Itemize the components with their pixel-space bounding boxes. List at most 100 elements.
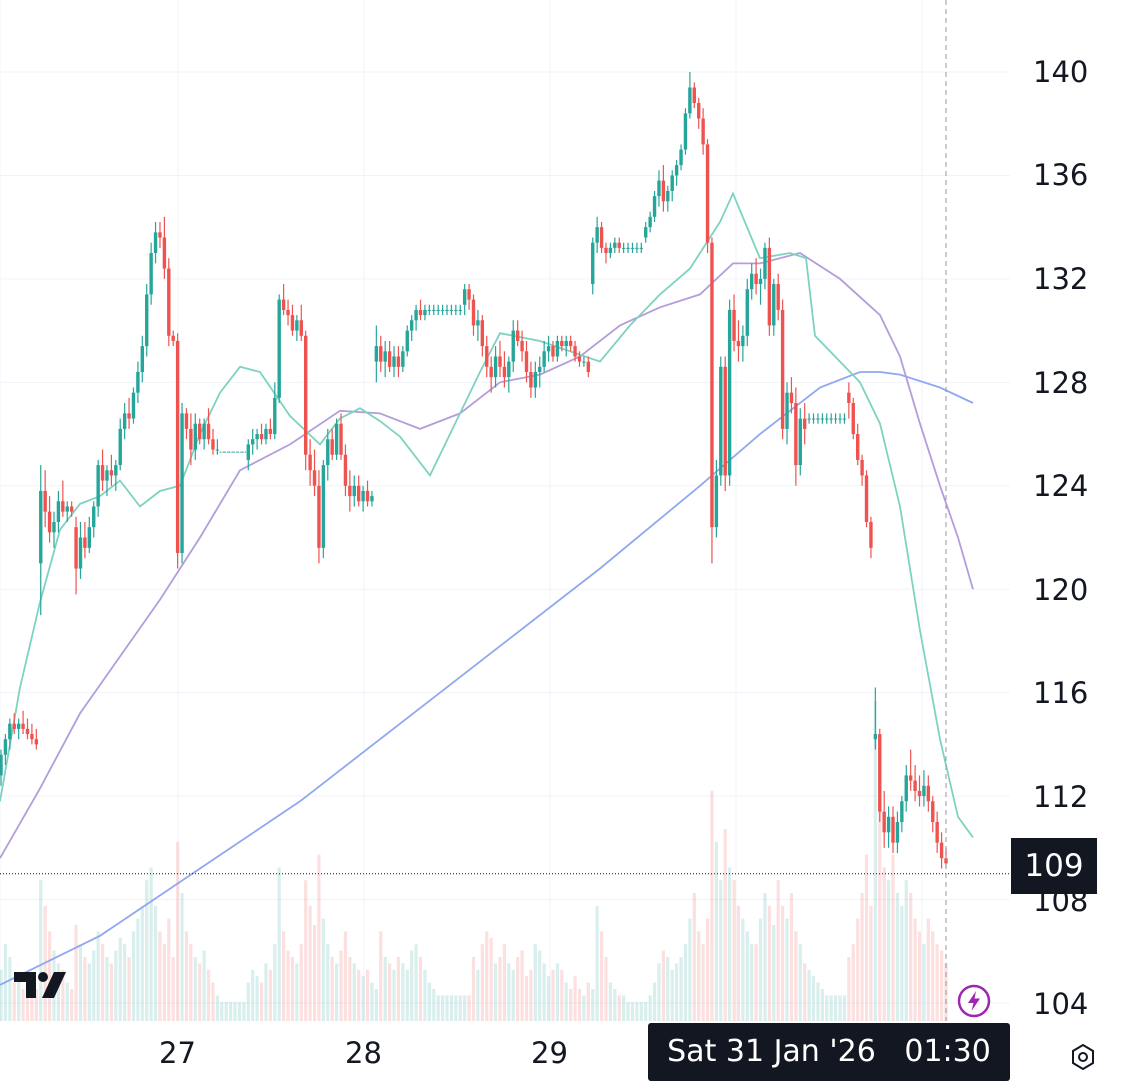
- volume-bar: [321, 918, 325, 1021]
- candle-body: [670, 175, 674, 191]
- candle: [524, 340, 529, 383]
- candle: [591, 237, 595, 295]
- volume-bar: [131, 931, 136, 1021]
- candle: [811, 413, 816, 424]
- volume-bar: [202, 950, 206, 1021]
- moving-average-fast: [0, 191, 974, 839]
- volume-bar: [114, 950, 118, 1021]
- candle-body: [515, 330, 520, 341]
- volume-bar: [171, 957, 175, 1021]
- candle: [131, 387, 136, 424]
- volume-bar: [895, 893, 900, 1021]
- candle-body: [409, 320, 414, 331]
- volume-bar: [772, 925, 776, 1021]
- candle: [198, 418, 202, 445]
- volume-bar: [714, 841, 718, 1021]
- time-tick-label: 27: [159, 1036, 196, 1070]
- candle: [577, 351, 582, 367]
- tradingview-logo-icon[interactable]: [14, 970, 66, 1000]
- settings-gear-icon[interactable]: [1070, 1044, 1096, 1070]
- volume-bar: [754, 944, 758, 1021]
- volume-bar: [445, 995, 449, 1021]
- candle-body: [21, 723, 25, 729]
- candle-body: [617, 242, 621, 248]
- candle-body: [140, 346, 145, 372]
- volume-bar: [109, 963, 113, 1021]
- candle: [613, 237, 617, 254]
- candle: [321, 459, 326, 559]
- candle-body: [326, 439, 330, 466]
- volume-bar: [78, 944, 83, 1021]
- volume-bar: [829, 995, 833, 1021]
- candle: [741, 325, 745, 362]
- volume-bar: [251, 969, 255, 1021]
- candle: [118, 418, 122, 471]
- moving-average-mid: [0, 252, 974, 859]
- lightning-icon[interactable]: [957, 984, 991, 1018]
- volume-bar: [392, 969, 396, 1021]
- candle: [21, 710, 25, 735]
- candle: [356, 475, 361, 507]
- volume-bar: [100, 944, 105, 1021]
- candle: [12, 713, 16, 735]
- candle-body: [264, 428, 268, 440]
- candle: [586, 356, 591, 378]
- candle: [480, 315, 485, 357]
- volume-bar: [47, 931, 52, 1021]
- candle: [171, 330, 175, 347]
- candle-body: [635, 247, 639, 249]
- candle-body: [273, 397, 277, 435]
- candle: [449, 304, 454, 316]
- candle: [511, 320, 515, 372]
- candle: [114, 459, 118, 491]
- candle: [851, 397, 855, 440]
- candle-body: [661, 180, 666, 202]
- volume-bar: [617, 995, 621, 1021]
- candle-body: [317, 485, 321, 548]
- candle: [432, 304, 436, 316]
- candle: [467, 284, 471, 310]
- candle: [440, 304, 445, 316]
- volume-bar: [427, 982, 431, 1021]
- candle: [829, 413, 833, 424]
- candle-body: [96, 465, 100, 507]
- candle-body: [900, 801, 904, 822]
- candle: [758, 268, 763, 305]
- candle: [83, 521, 87, 559]
- volume-bar: [502, 944, 507, 1021]
- candle: [546, 335, 551, 362]
- candle-body: [206, 423, 211, 440]
- volume-bar: [70, 989, 74, 1021]
- candle-body: [763, 247, 767, 279]
- candle: [299, 304, 303, 341]
- candle-body: [904, 775, 908, 802]
- candle-body: [370, 496, 374, 502]
- volume-bar: [551, 969, 555, 1021]
- volume-bar: [246, 982, 250, 1021]
- candle: [626, 242, 630, 254]
- candle-body: [825, 418, 829, 420]
- volume-bar: [34, 989, 38, 1021]
- candle: [926, 775, 931, 812]
- candle: [560, 335, 564, 352]
- crosshair-time-badge: Sat 31 Jan '26 01:30: [648, 1023, 1010, 1081]
- candle-body: [780, 309, 785, 429]
- volume-bar: [604, 957, 608, 1021]
- candle-body: [8, 723, 12, 740]
- candle-body: [25, 728, 30, 735]
- volume-bar: [65, 982, 69, 1021]
- candle: [409, 315, 414, 341]
- volume-bar: [834, 995, 838, 1021]
- candle: [122, 403, 127, 440]
- candle-body: [931, 801, 935, 822]
- candle-body: [286, 309, 290, 316]
- volume-bar: [533, 944, 537, 1021]
- candle-body: [43, 490, 47, 512]
- candle: [882, 790, 886, 848]
- volume-bar: [679, 957, 683, 1021]
- volume-bar: [939, 950, 944, 1021]
- candle: [789, 377, 794, 414]
- candle: [869, 516, 873, 559]
- candle: [657, 170, 661, 207]
